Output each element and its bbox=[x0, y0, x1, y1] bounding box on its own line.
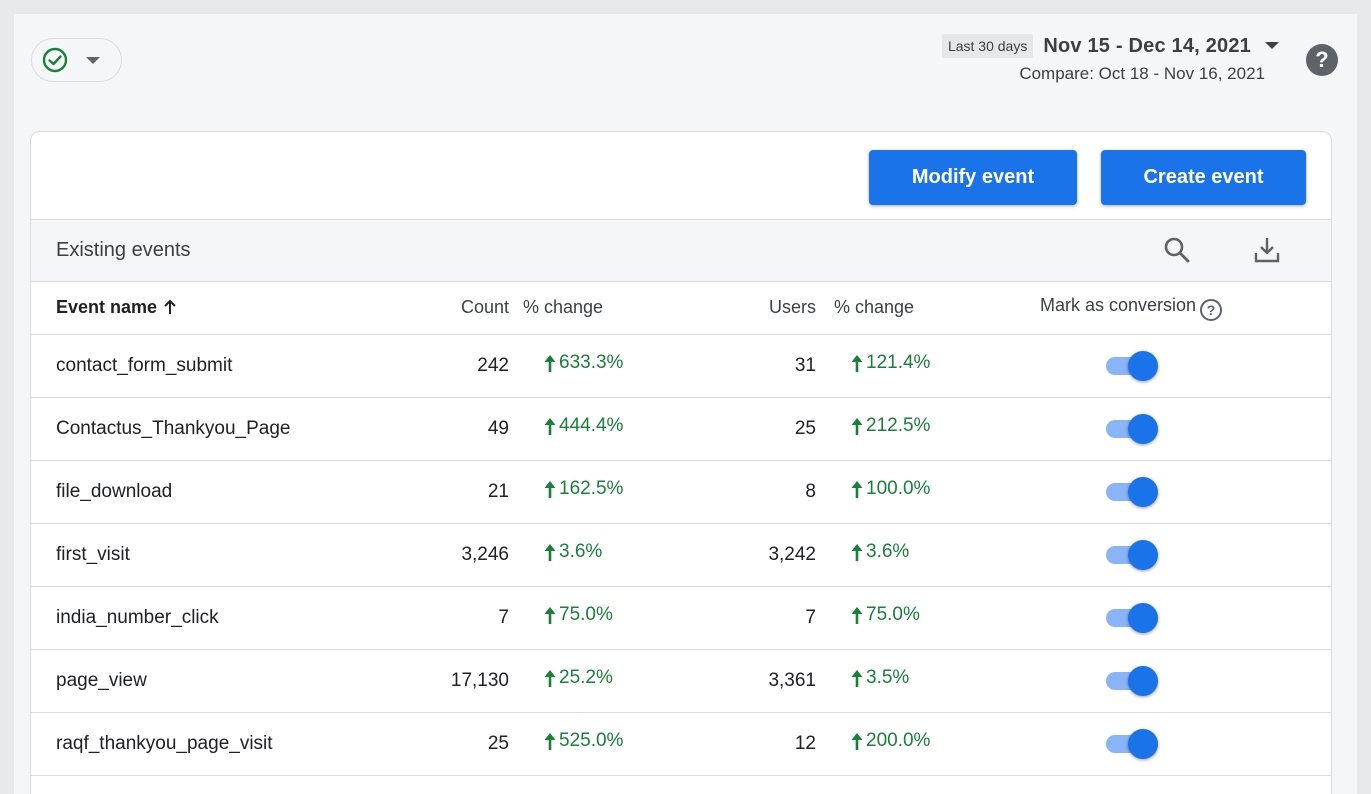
download-icon[interactable] bbox=[1251, 234, 1283, 266]
conversion-cell bbox=[1016, 649, 1331, 713]
count-change: 444.4% bbox=[509, 397, 720, 461]
event-name[interactable]: first_visit bbox=[31, 523, 411, 587]
users-change: 3.6% bbox=[816, 523, 1016, 587]
event-users: 3,361 bbox=[720, 649, 816, 713]
users-change: 3.5% bbox=[816, 649, 1016, 713]
question-icon[interactable]: ? bbox=[1200, 298, 1223, 321]
column-users-change[interactable]: % change bbox=[816, 282, 1016, 335]
conversion-cell bbox=[1016, 334, 1331, 398]
column-conversion: Mark as conversion? bbox=[1016, 282, 1331, 335]
existing-events-header: Existing events bbox=[31, 220, 1331, 282]
event-count: 3,246 bbox=[411, 523, 509, 587]
count-change: 75.0% bbox=[509, 586, 720, 650]
events-page: Last 30 days Nov 15 - Dec 14, 2021 Compa… bbox=[14, 14, 1357, 794]
arrow-up-icon bbox=[164, 299, 176, 315]
column-count-change[interactable]: % change bbox=[509, 282, 720, 335]
table-row: raqf_thankyou_page_visit 25 525.0% 12 20… bbox=[31, 712, 1331, 776]
compare-range: Compare: Oct 18 - Nov 16, 2021 bbox=[1019, 64, 1265, 83]
users-change: 121.4% bbox=[816, 334, 1016, 398]
arrow-up-icon bbox=[851, 355, 863, 372]
event-users: 31 bbox=[720, 334, 816, 398]
modify-event-button[interactable]: Modify event bbox=[869, 150, 1077, 205]
create-event-button[interactable]: Create event bbox=[1101, 150, 1306, 205]
help-icon[interactable]: ? bbox=[1306, 44, 1338, 76]
event-count: 49 bbox=[411, 397, 509, 461]
events-toolbar: Modify event Create event bbox=[31, 132, 1331, 220]
conversion-cell bbox=[1016, 523, 1331, 587]
arrow-up-icon bbox=[544, 418, 556, 435]
table-row: first_visit 3,246 3.6% 3,242 3.6% bbox=[31, 523, 1331, 587]
date-range-preset: Last 30 days bbox=[941, 34, 1034, 58]
table-header-row: Event name Count % change Users % change… bbox=[31, 282, 1331, 335]
conversion-cell bbox=[1016, 586, 1331, 650]
arrow-up-icon bbox=[851, 544, 863, 561]
table-row: contact_form_submit 242 633.3% 31 121.4% bbox=[31, 334, 1331, 398]
event-name[interactable]: page_view bbox=[31, 649, 411, 713]
arrow-up-icon bbox=[544, 355, 556, 372]
table-row: Contactus_Thankyou_Page 49 444.4% 25 212… bbox=[31, 397, 1331, 461]
arrow-up-icon bbox=[851, 607, 863, 624]
conversion-toggle[interactable] bbox=[1104, 413, 1160, 444]
table-row: india_number_click 7 75.0% 7 75.0% bbox=[31, 586, 1331, 650]
conversion-toggle[interactable] bbox=[1104, 728, 1160, 759]
count-change: 633.3% bbox=[509, 334, 720, 398]
event-users: 12 bbox=[720, 712, 816, 776]
check-circle-icon bbox=[42, 47, 68, 73]
users-change: 200.0% bbox=[816, 712, 1016, 776]
chevron-down-icon bbox=[86, 56, 100, 64]
conversion-toggle[interactable] bbox=[1104, 602, 1160, 633]
date-range-picker[interactable]: Last 30 days Nov 15 - Dec 14, 2021 Compa… bbox=[941, 34, 1279, 84]
arrow-up-icon bbox=[544, 670, 556, 687]
count-change: 3.6% bbox=[509, 523, 720, 587]
event-count: 7 bbox=[411, 586, 509, 650]
event-name[interactable]: india_number_click bbox=[31, 586, 411, 650]
event-name[interactable]: contact_form_submit bbox=[31, 334, 411, 398]
users-change: 75.0% bbox=[816, 586, 1016, 650]
events-card: Modify event Create event Existing event… bbox=[30, 131, 1332, 794]
arrow-up-icon bbox=[851, 670, 863, 687]
count-change: 162.5% bbox=[509, 460, 720, 524]
event-users: 25 bbox=[720, 397, 816, 461]
count-change: 525.0% bbox=[509, 712, 720, 776]
conversion-cell bbox=[1016, 460, 1331, 524]
event-users: 8 bbox=[720, 460, 816, 524]
event-name[interactable]: raqf_thankyou_page_visit bbox=[31, 712, 411, 776]
event-count: 17,130 bbox=[411, 649, 509, 713]
column-count[interactable]: Count bbox=[411, 282, 509, 335]
chevron-down-icon bbox=[1265, 41, 1279, 49]
conversion-toggle[interactable] bbox=[1104, 539, 1160, 570]
column-event-name[interactable]: Event name bbox=[31, 282, 411, 335]
event-count: 25 bbox=[411, 712, 509, 776]
arrow-up-icon bbox=[544, 481, 556, 498]
conversion-toggle[interactable] bbox=[1104, 665, 1160, 696]
users-change: 100.0% bbox=[816, 460, 1016, 524]
arrow-up-icon bbox=[544, 733, 556, 750]
arrow-up-icon bbox=[851, 418, 863, 435]
event-count: 242 bbox=[411, 334, 509, 398]
event-name[interactable]: file_download bbox=[31, 460, 411, 524]
status-dropdown[interactable] bbox=[31, 38, 122, 82]
arrow-up-icon bbox=[544, 607, 556, 624]
date-range: Nov 15 - Dec 14, 2021 bbox=[1043, 34, 1251, 57]
column-users[interactable]: Users bbox=[720, 282, 816, 335]
event-name[interactable]: Contactus_Thankyou_Page bbox=[31, 397, 411, 461]
conversion-toggle[interactable] bbox=[1104, 350, 1160, 381]
conversion-cell bbox=[1016, 397, 1331, 461]
users-change: 212.5% bbox=[816, 397, 1016, 461]
conversion-toggle[interactable] bbox=[1104, 476, 1160, 507]
table-row: page_view 17,130 25.2% 3,361 3.5% bbox=[31, 649, 1331, 713]
arrow-up-icon bbox=[851, 481, 863, 498]
events-table: Event name Count % change Users % change… bbox=[31, 282, 1331, 776]
event-users: 3,242 bbox=[720, 523, 816, 587]
count-change: 25.2% bbox=[509, 649, 720, 713]
event-count: 21 bbox=[411, 460, 509, 524]
table-row: file_download 21 162.5% 8 100.0% bbox=[31, 460, 1331, 524]
arrow-up-icon bbox=[851, 733, 863, 750]
section-title: Existing events bbox=[56, 239, 191, 261]
search-icon[interactable] bbox=[1161, 234, 1193, 266]
event-users: 7 bbox=[720, 586, 816, 650]
arrow-up-icon bbox=[544, 544, 556, 561]
conversion-cell bbox=[1016, 712, 1331, 776]
